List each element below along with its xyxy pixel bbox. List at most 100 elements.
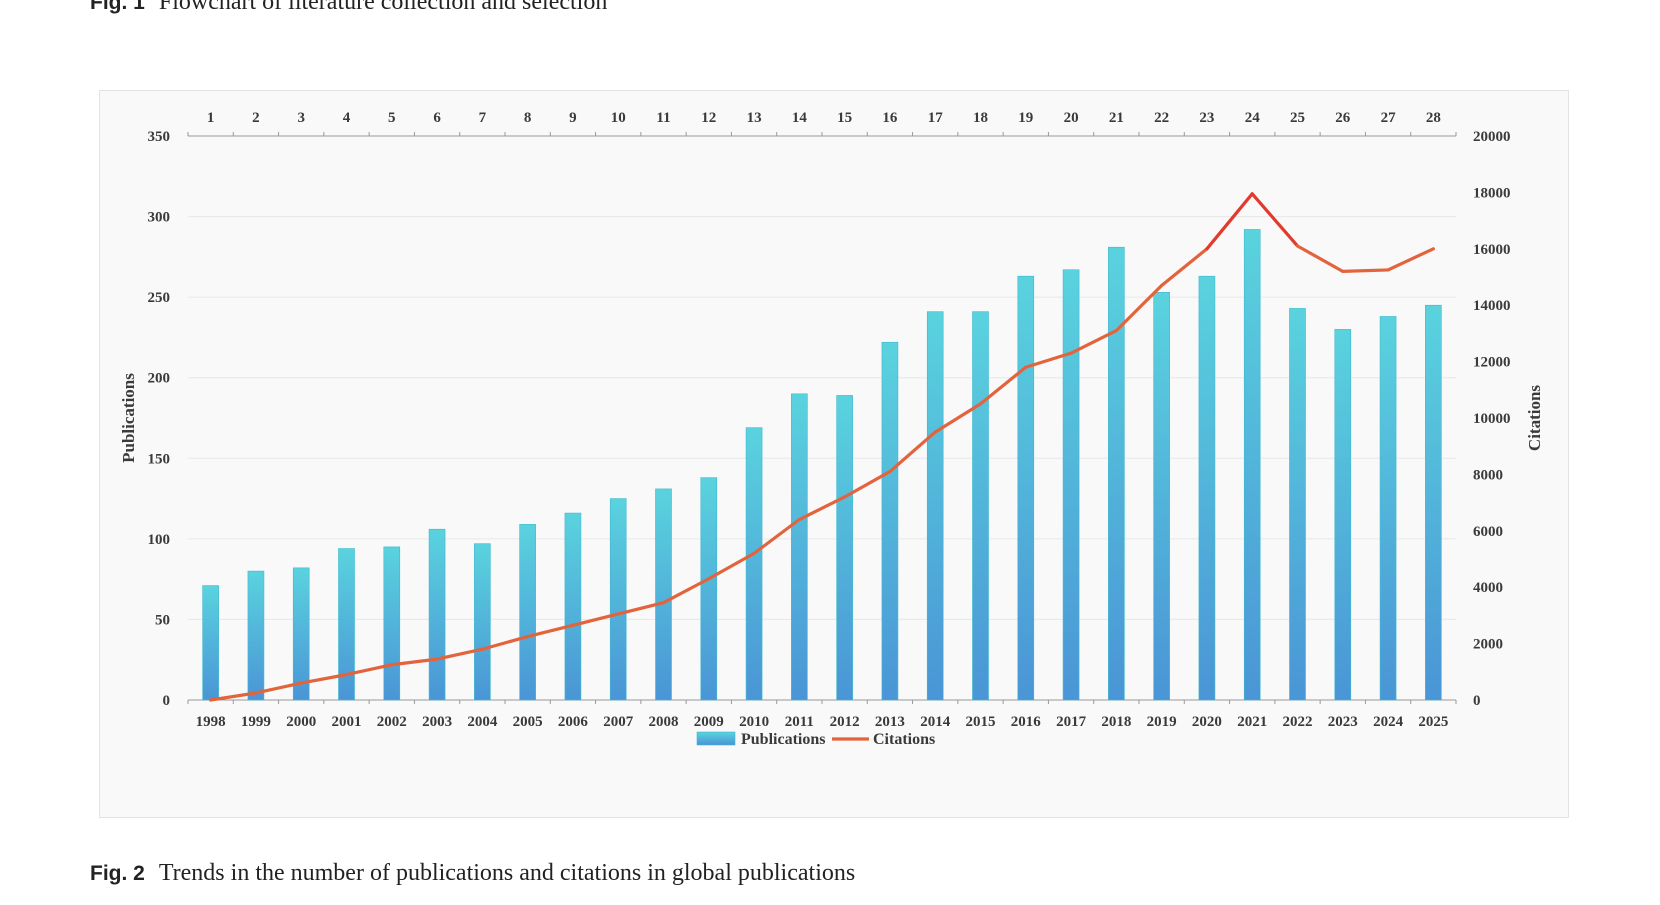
y-left-tick-label: 300 — [148, 210, 171, 226]
bar-publications-2011 — [791, 393, 808, 701]
bar-publications-2003 — [428, 528, 446, 701]
bar-publications-2001 — [338, 548, 355, 701]
top-tick-label: 14 — [792, 110, 808, 126]
x-tick-label: 2011 — [785, 714, 814, 730]
bar-publications-2005 — [519, 524, 536, 701]
legend-citations-label: Citations — [873, 731, 935, 748]
top-tick-label: 28 — [1426, 110, 1441, 126]
citation-segment-2016-2017 — [1024, 351, 1073, 369]
bar-publications-2009 — [700, 477, 718, 701]
x-tick-label: 2013 — [875, 714, 905, 730]
y-right-tick-label: 16000 — [1473, 242, 1511, 258]
bar-publications-2014 — [926, 311, 944, 701]
top-tick-label: 27 — [1381, 110, 1397, 126]
bar-publications-2022 — [1289, 308, 1306, 701]
top-tick-label: 23 — [1199, 110, 1214, 126]
top-tick-label: 13 — [747, 110, 762, 126]
axes — [187, 132, 1457, 704]
bar-publications-1999 — [247, 570, 265, 701]
citation-segment-2023-2024 — [1341, 268, 1390, 273]
figure-2-label: Fig. 2 — [90, 862, 145, 885]
figure-2-text: Trends in the number of publications and… — [158, 860, 856, 886]
y-right-tick-label: 20000 — [1473, 129, 1511, 145]
combo-chart: 1998 1999 2000 2001 2002 2003 2004 2005 2006 2007… — [119, 110, 1544, 748]
y-left-tick-label: 0 — [163, 693, 171, 709]
x-tick-label: 2020 — [1192, 714, 1222, 730]
citation-segment-2021-2022 — [1250, 192, 1300, 248]
legend: Publications Citations — [696, 731, 935, 748]
top-tick-label: 2 — [252, 110, 260, 126]
chart-panel: 1998 1999 2000 2001 2002 2003 2004 2005 2006 2007… — [99, 90, 1569, 818]
citation-line — [209, 192, 1435, 702]
x-tick-label: 2012 — [830, 714, 860, 730]
y-right-tick-label: 6000 — [1473, 524, 1503, 540]
top-tick-label: 19 — [1018, 110, 1033, 126]
bar-publications-2004 — [474, 543, 491, 701]
y-right-tick-label: 10000 — [1473, 411, 1511, 427]
axis-labels: 1998 1999 2000 2001 2002 2003 2004 2005 2006 2007… — [119, 110, 1544, 730]
top-tick-label: 5 — [388, 110, 396, 126]
citation-segment-1998-1999 — [209, 691, 258, 702]
top-tick-label: 4 — [343, 110, 351, 126]
grid-lines — [188, 135, 1456, 701]
top-tick-label: 11 — [656, 110, 670, 126]
citation-segment-2011-2012 — [797, 495, 847, 522]
top-tick-label: 16 — [882, 110, 898, 126]
top-tick-label: 9 — [569, 110, 577, 126]
citation-segment-2024-2025 — [1386, 247, 1435, 272]
citation-segment-2010-2011 — [752, 517, 801, 555]
top-tick-label: 1 — [207, 110, 215, 126]
y-left-axis-title: Publications — [119, 373, 138, 463]
x-tick-label: 2001 — [332, 714, 362, 730]
top-tick-label: 6 — [433, 110, 441, 126]
citation-segment-2000-2001 — [299, 673, 349, 685]
bar-publications-2000 — [292, 567, 310, 701]
x-tick-label: 2014 — [920, 714, 951, 730]
citation-segment-2009-2010 — [707, 551, 756, 581]
figure-1-label: Fig. 1 — [90, 0, 145, 14]
y-right-tick-label: 18000 — [1473, 185, 1511, 201]
y-right-tick-label: 2000 — [1473, 637, 1503, 653]
x-tick-label: 2018 — [1101, 714, 1131, 730]
y-left-tick-label: 100 — [148, 532, 171, 548]
x-tick-label: 2025 — [1418, 714, 1448, 730]
citation-segment-2004-2005 — [480, 634, 530, 651]
citation-segment-2017-2018 — [1069, 328, 1118, 355]
bar-publications-2017 — [1062, 269, 1080, 701]
x-tick-label: 2007 — [603, 714, 634, 730]
y-right-tick-label: 14000 — [1473, 298, 1511, 314]
x-tick-label: 2009 — [694, 714, 724, 730]
x-tick-label: 2006 — [558, 714, 589, 730]
citation-segment-2013-2014 — [888, 430, 937, 474]
bar-publications-2021 — [1243, 229, 1261, 701]
top-tick-label: 10 — [611, 110, 626, 126]
figure-2-caption: Fig. 2 Trends in the number of publicatio… — [90, 860, 855, 887]
y-left-tick-label: 350 — [148, 129, 171, 145]
x-tick-label: 1999 — [241, 714, 271, 730]
y-left-tick-label: 250 — [148, 290, 171, 306]
y-right-tick-label: 0 — [1473, 693, 1481, 709]
top-tick-label: 12 — [701, 110, 716, 126]
bar-publications-2020 — [1198, 275, 1216, 701]
citation-segment-2008-2009 — [661, 577, 711, 605]
bar-publications-2008 — [655, 488, 672, 701]
figure-1-caption: Fig. 1 Flowchart of literature collection… — [90, 0, 607, 16]
bar-publications-2006 — [564, 512, 582, 701]
citation-segment-2003-2004 — [435, 647, 484, 661]
y-right-tick-label: 12000 — [1473, 355, 1511, 371]
bar-publications-2002 — [383, 546, 401, 701]
bar-publications-2010 — [745, 427, 763, 701]
y-right-axis-title: Citations — [1525, 385, 1544, 452]
top-tick-label: 25 — [1290, 110, 1305, 126]
x-tick-label: 2023 — [1328, 714, 1358, 730]
x-tick-label: 2022 — [1283, 714, 1313, 730]
citation-segment-2002-2003 — [390, 657, 439, 667]
publication-bars — [202, 229, 1442, 701]
x-tick-label: 2017 — [1056, 714, 1087, 730]
top-tick-label: 17 — [928, 110, 944, 126]
bar-publications-2012 — [836, 395, 853, 701]
bar-publications-2019 — [1153, 292, 1170, 701]
x-tick-label: 1998 — [196, 714, 226, 730]
top-tick-label: 20 — [1064, 110, 1079, 126]
bar-publications-2007 — [609, 498, 627, 701]
